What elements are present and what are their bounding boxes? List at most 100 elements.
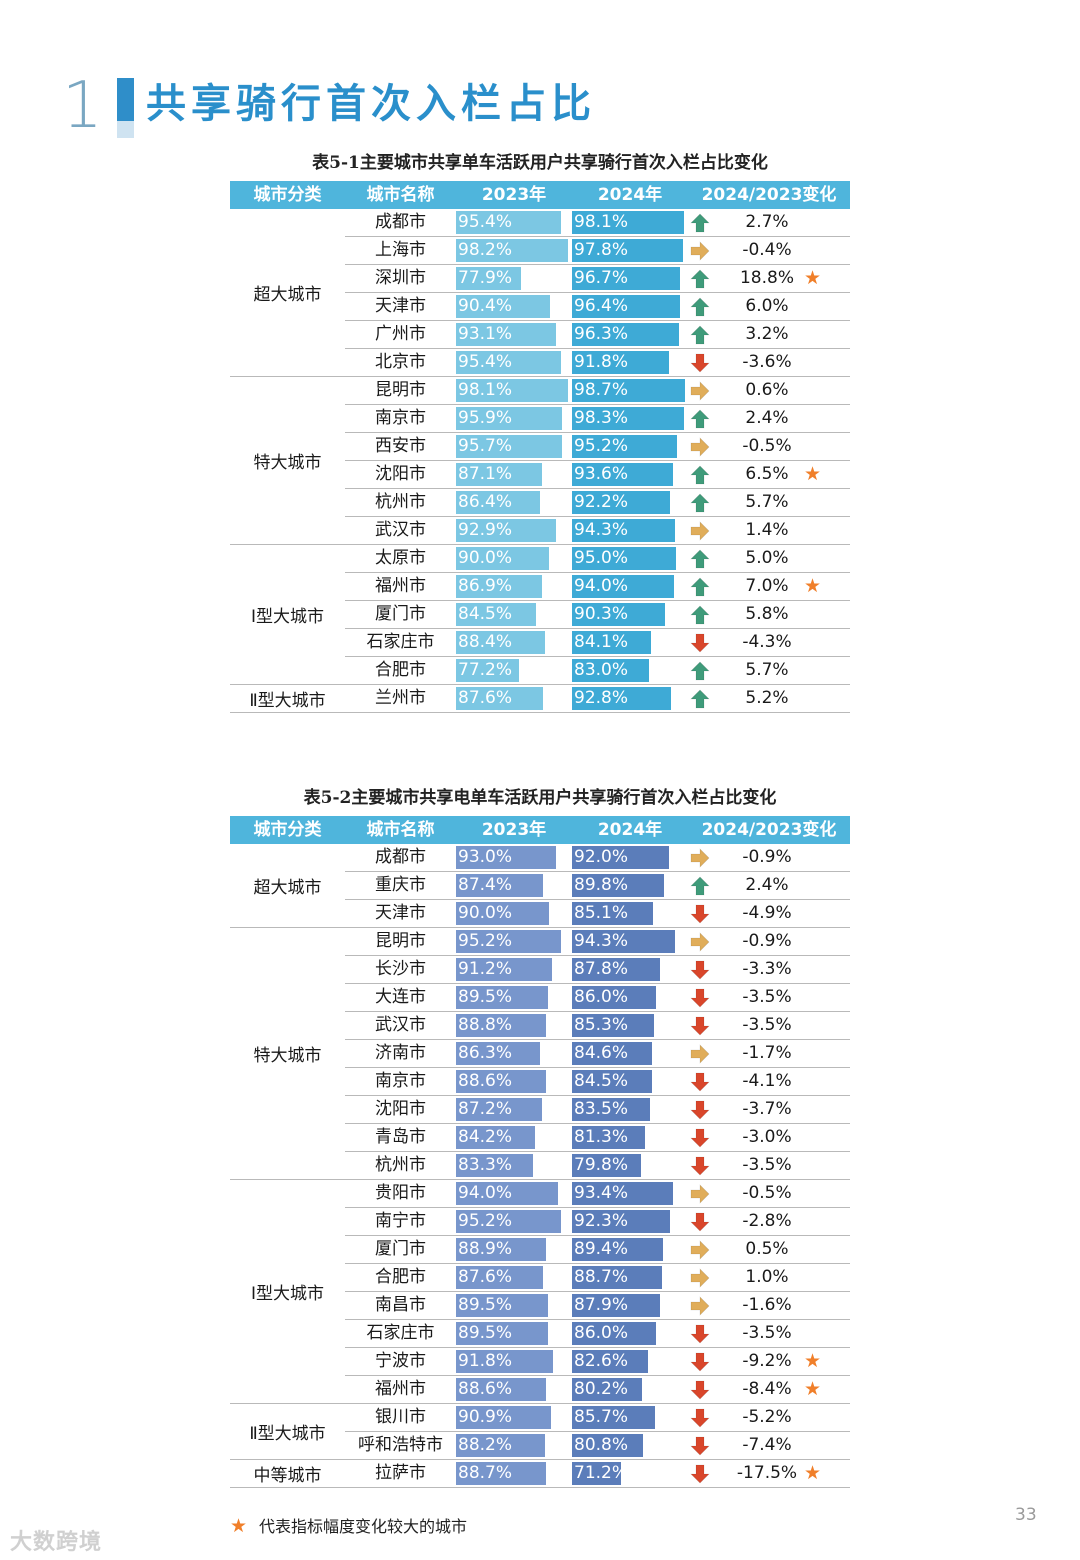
change-value: -0.5% (742, 1183, 792, 1203)
table-row: 天津市 90.0% 85.1% -4.9% (345, 900, 850, 928)
arrow-down-icon (690, 1212, 710, 1232)
header-category: 城市分类 (253, 820, 322, 840)
arrow-down-icon (690, 1408, 710, 1428)
bar-2023: 77.9% (456, 267, 521, 290)
bar-2024: 98.1% (572, 211, 684, 234)
table-row: 成都市 95.4% 98.1% 2.7% (345, 209, 850, 237)
bar-2024: 81.3% (572, 1126, 645, 1149)
table-row: 青岛市 84.2% 81.3% -3.0% (345, 1124, 850, 1152)
bar-2023: 87.6% (456, 1266, 544, 1289)
change-value: -2.8% (742, 1211, 792, 1231)
arrow-right-icon (690, 1044, 710, 1064)
city-category: 超大城市 (230, 209, 345, 377)
city-name: 重庆市 (375, 875, 426, 895)
arrow-down-icon (690, 960, 710, 980)
arrow-up-icon (690, 577, 710, 597)
city-name: 合肥市 (375, 1267, 426, 1287)
bar-2024: 89.8% (572, 874, 665, 897)
star-icon: ★ (804, 575, 822, 597)
section-number: 1 (62, 69, 103, 143)
bar-2024: 94.3% (572, 519, 675, 542)
city-category: 特大城市 (230, 928, 345, 1180)
bar-2024: 83.5% (572, 1098, 650, 1121)
bar-2023: 87.2% (456, 1098, 543, 1121)
arrow-up-icon (690, 213, 710, 233)
bar-2024: 95.2% (572, 435, 677, 458)
bar-2024: 80.2% (572, 1378, 643, 1401)
table-row: 南昌市 89.5% 87.9% -1.6% (345, 1292, 850, 1320)
change-value: 18.8% (739, 268, 794, 288)
bar-2023: 86.9% (456, 575, 542, 598)
table-row: 天津市 90.4% 96.4% 6.0% (345, 293, 850, 321)
city-name: 上海市 (375, 240, 426, 260)
section-title: 共享骑行首次入栏占比 (146, 81, 596, 127)
bar-2023: 88.6% (456, 1378, 546, 1401)
city-name: 南京市 (375, 408, 426, 428)
bar-2023: 86.3% (456, 1042, 541, 1065)
bar-2023: 87.4% (456, 874, 543, 897)
legend-text: 代表指标幅度变化较大的城市 (259, 1517, 468, 1536)
bar-2024: 93.6% (572, 463, 674, 486)
bar-2023: 95.4% (456, 211, 562, 234)
table-row: 厦门市 84.5% 90.3% 5.8% (345, 601, 850, 629)
change-value: -4.1% (742, 1071, 792, 1091)
bar-2023: 84.2% (456, 1126, 536, 1149)
change-value: 6.5% (745, 464, 789, 484)
bar-2024: 87.9% (572, 1294, 660, 1317)
change-value: 1.0% (745, 1267, 789, 1287)
bar-2023: 95.7% (456, 435, 563, 458)
bar-2024: 98.7% (572, 379, 685, 402)
city-name: 西安市 (375, 436, 426, 456)
bar-2024: 96.4% (572, 295, 680, 318)
bar-2023: 93.0% (456, 846, 556, 869)
header-city: 城市名称 (366, 185, 435, 205)
city-name: 沈阳市 (375, 464, 426, 484)
city-name: 沈阳市 (375, 1099, 426, 1119)
city-name: 成都市 (375, 847, 426, 867)
bar-2024: 82.6% (572, 1350, 648, 1373)
bar-2024: 92.0% (572, 846, 670, 869)
arrow-right-icon (690, 381, 710, 401)
bar-2023: 88.4% (456, 631, 546, 654)
table-row: 拉萨市 88.7% 71.2% -17.5% ★ (345, 1460, 850, 1488)
arrow-down-icon (690, 1436, 710, 1456)
table-row: 石家庄市 88.4% 84.1% -4.3% (345, 629, 850, 657)
city-name: 石家庄市 (366, 1323, 435, 1343)
city-name: 贵阳市 (375, 1183, 426, 1203)
change-value: -4.9% (742, 903, 792, 923)
arrow-up-icon (690, 409, 710, 429)
change-value: 6.0% (745, 296, 789, 316)
bar-2024: 90.3% (572, 603, 666, 626)
table-row: 上海市 98.2% 97.8% -0.4% (345, 237, 850, 265)
bar-2023: 86.4% (456, 491, 541, 514)
arrow-down-icon (690, 1016, 710, 1036)
bar-2023: 90.9% (456, 1406, 551, 1429)
bar-2024: 80.8% (572, 1434, 644, 1457)
change-value: 1.4% (745, 520, 789, 540)
arrow-down-icon (690, 1352, 710, 1372)
city-name: 福州市 (375, 576, 426, 596)
city-name: 青岛市 (375, 1127, 426, 1147)
arrow-right-icon (690, 1240, 710, 1260)
bar-2023: 87.1% (456, 463, 543, 486)
bar-2024: 92.2% (572, 491, 670, 514)
change-value: -1.6% (742, 1295, 792, 1315)
change-value: -3.7% (742, 1099, 792, 1119)
city-category: Ⅰ型大城市 (230, 1180, 345, 1404)
city-name: 杭州市 (375, 492, 426, 512)
header-category: 城市分类 (253, 185, 322, 205)
arrow-down-icon (690, 1072, 710, 1092)
change-value: 5.2% (745, 688, 789, 708)
bar-2023: 98.2% (456, 239, 568, 262)
arrow-up-icon (690, 465, 710, 485)
bar-2024: 84.1% (572, 631, 652, 654)
header-2023: 2023年 (481, 185, 547, 205)
change-value: -1.7% (742, 1043, 792, 1063)
table-row: 西安市 95.7% 95.2% -0.5% (345, 433, 850, 461)
bar-2023: 88.8% (456, 1014, 547, 1037)
change-value: 2.4% (745, 408, 789, 428)
table-row: 成都市 93.0% 92.0% -0.9% (345, 844, 850, 872)
table-row: 长沙市 91.2% 87.8% -3.3% (345, 956, 850, 984)
table-row: 合肥市 77.2% 83.0% 5.7% (345, 657, 850, 685)
legend: ★ 代表指标幅度变化较大的城市 (230, 1513, 467, 1537)
